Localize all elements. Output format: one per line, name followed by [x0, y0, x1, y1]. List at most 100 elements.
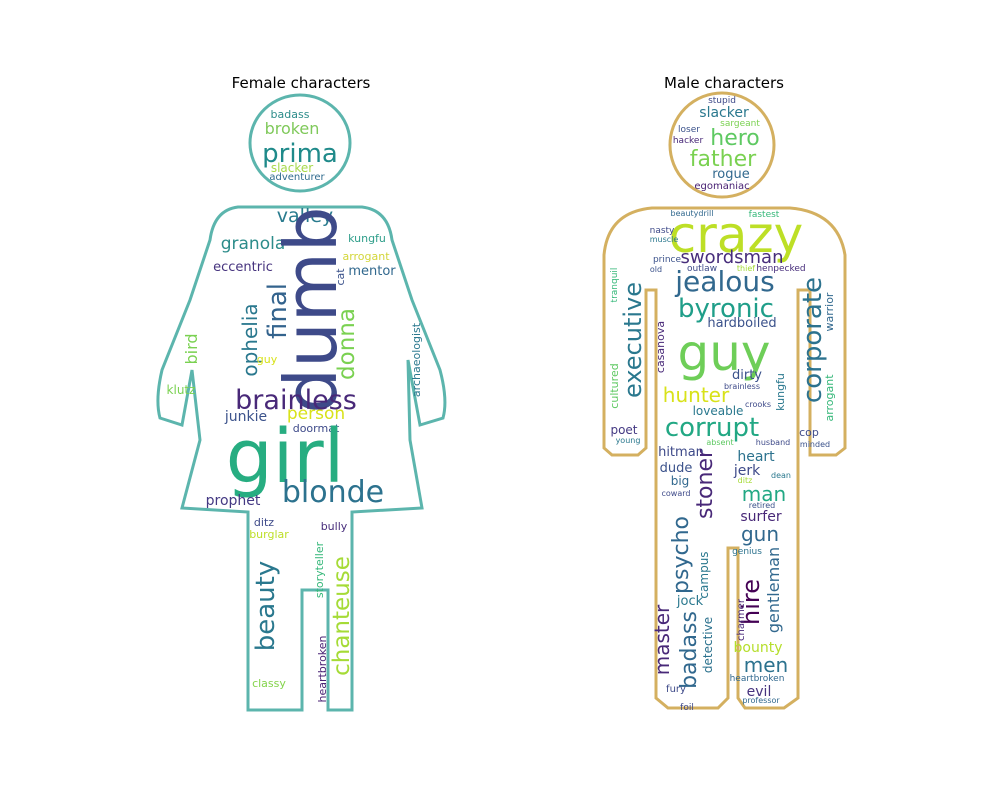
male-word: executive [619, 282, 647, 398]
female-panel-title: Female characters [232, 74, 371, 92]
female-word: classy [252, 677, 286, 690]
female-word: prophet [206, 493, 261, 509]
male-word: men [744, 653, 788, 677]
male-word: jock [676, 594, 704, 609]
female-word: mentor [348, 264, 396, 279]
female-word: ditz [254, 516, 274, 529]
female-word: brainless [235, 385, 357, 416]
male-word: cop [799, 426, 819, 439]
male-word: beautydrill [671, 209, 714, 218]
male-word-cloud: stupid slacker sargeant loser hero hacke… [608, 96, 836, 713]
male-word: husband [756, 438, 790, 447]
male-word: big [671, 474, 690, 488]
male-word: prince [653, 255, 682, 265]
female-word: bird [182, 333, 201, 364]
female-word: valley [277, 205, 333, 227]
female-word: prima [262, 139, 338, 169]
male-word: crooks [745, 400, 771, 409]
female-word: person [287, 404, 345, 424]
male-word: jealous [674, 265, 774, 298]
female-word: kungfu [348, 232, 386, 245]
female-word: girl [226, 414, 345, 500]
male-word: guy [677, 324, 770, 382]
male-word: egomaniac [694, 181, 749, 192]
female-word: final [263, 283, 293, 339]
female-word: guy [257, 353, 278, 366]
male-word: fastest [749, 210, 780, 220]
male-word: swordsman [681, 247, 784, 268]
male-word: loveable [693, 404, 744, 418]
female-word: blonde [282, 475, 384, 510]
male-word: corrupt [665, 413, 759, 443]
male-word: tranquil [610, 268, 620, 303]
male-word: corporate [798, 277, 828, 403]
female-word: donna [334, 308, 360, 380]
male-word: genius [732, 547, 762, 557]
female-word: burglar [249, 528, 289, 541]
male-word: sargeant [720, 119, 760, 129]
female-word: ophelia [238, 303, 262, 376]
male-word: campus [697, 551, 711, 598]
male-word: old [650, 265, 662, 274]
male-word: nasty [650, 226, 675, 236]
male-word: brainless [724, 382, 760, 391]
female-word: heartbroken [316, 635, 329, 702]
male-word: foil [680, 703, 694, 713]
male-panel-title: Male characters [664, 74, 784, 92]
male-word: coward [662, 489, 691, 498]
male-word: henpecked [756, 264, 805, 274]
female-word: badass [271, 108, 310, 121]
female-word: dumb [269, 206, 353, 413]
male-word: hacker [673, 136, 704, 146]
male-word: badass [677, 611, 702, 689]
female-word: klutz [167, 383, 196, 397]
male-word: father [690, 147, 757, 172]
male-word: dirty [732, 368, 762, 383]
male-word: surfer [740, 509, 781, 525]
male-word: dean [771, 471, 791, 480]
male-word: hero [710, 126, 760, 151]
male-word: poet [610, 423, 637, 437]
male-word: bounty [734, 640, 783, 656]
male-word: fury [666, 684, 686, 695]
female-word: adventurer [269, 172, 325, 183]
female-word: archaeologist [410, 322, 423, 397]
female-word: slacker [271, 161, 313, 175]
female-word: arrogant [342, 250, 390, 263]
male-word: cultured [608, 363, 621, 408]
male-word: jerk [733, 463, 761, 479]
male-word: arrogant [823, 374, 836, 422]
female-word: storyteller [313, 541, 326, 598]
female-word: broken [265, 119, 320, 138]
male-word: young [616, 436, 641, 445]
female-word: doormat [293, 422, 340, 435]
female-panel: Female characters badass broken prima sl… [156, 74, 447, 712]
male-word: stupid [708, 96, 736, 106]
male-word: hire [737, 579, 765, 625]
male-word: dude [660, 461, 693, 476]
male-word: master [650, 604, 674, 675]
male-word: byronic [678, 294, 774, 324]
male-word: heartbroken [730, 674, 785, 684]
male-word: casanova [654, 321, 667, 373]
male-word: thief [737, 264, 755, 273]
male-word: hitman [658, 445, 704, 460]
male-word: psycho [669, 516, 694, 594]
female-word: chanteuse [329, 556, 355, 676]
male-silhouette-outline [602, 91, 847, 710]
male-panel: Male characters stupid slacker sargeant … [602, 74, 847, 713]
female-word: granola [221, 234, 286, 254]
male-word: evil [747, 684, 772, 700]
male-word: retired [749, 501, 776, 510]
male-word: ditz [738, 476, 753, 485]
male-word: hardboiled [707, 316, 776, 331]
male-word: man [742, 482, 786, 506]
male-word: gun [741, 522, 779, 546]
male-word: charmer [736, 598, 747, 641]
female-word: bully [321, 520, 348, 533]
male-word: outlaw [687, 264, 717, 274]
male-word: heart [737, 449, 775, 465]
female-word: cat [334, 268, 347, 286]
male-word: hunter [663, 383, 730, 407]
